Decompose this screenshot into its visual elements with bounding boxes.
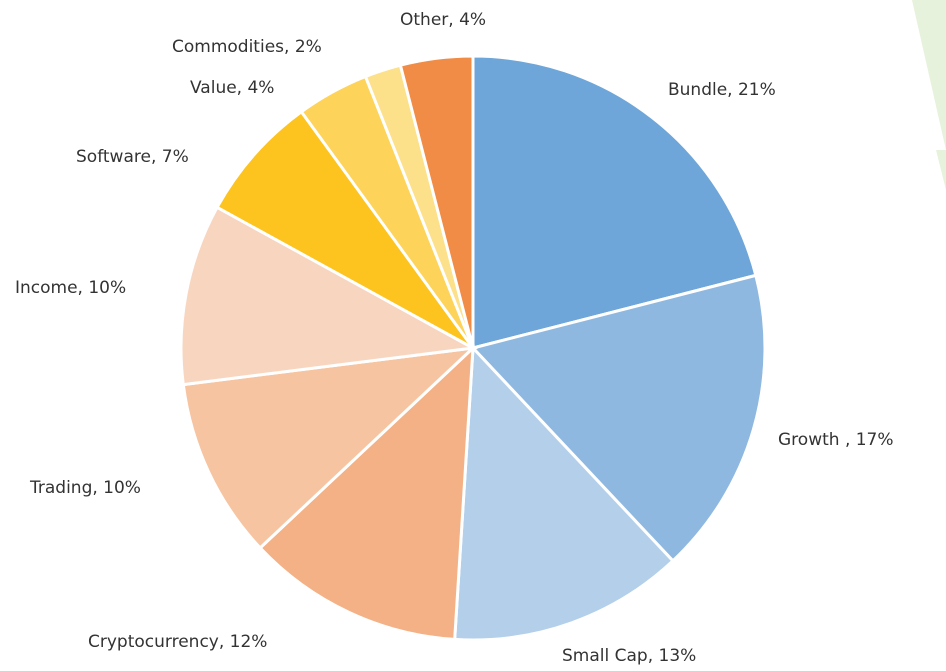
- data-label: Income, 10%: [15, 278, 126, 298]
- decoration: [912, 0, 946, 150]
- pie-slice: [179, 205, 478, 387]
- decoration: [936, 150, 946, 190]
- pie-slice: [453, 344, 676, 642]
- pie-slice: [181, 345, 478, 551]
- pie-slice: [470, 273, 767, 563]
- pie-slice: [258, 344, 475, 642]
- data-label: Value, 4%: [190, 78, 274, 98]
- data-label: Growth , 17%: [778, 430, 894, 450]
- data-label: Small Cap, 13%: [562, 646, 696, 666]
- pie-slice: [215, 109, 475, 350]
- data-label: Other, 4%: [400, 10, 486, 30]
- pie-slice: [471, 54, 758, 350]
- data-label: Trading, 10%: [29, 478, 141, 498]
- data-label: Bundle, 21%: [668, 80, 776, 100]
- data-label: Cryptocurrency, 12%: [88, 632, 267, 652]
- data-label: Commodities, 2%: [172, 37, 322, 57]
- pie-slice: [398, 54, 475, 349]
- data-label: Software, 7%: [76, 147, 189, 167]
